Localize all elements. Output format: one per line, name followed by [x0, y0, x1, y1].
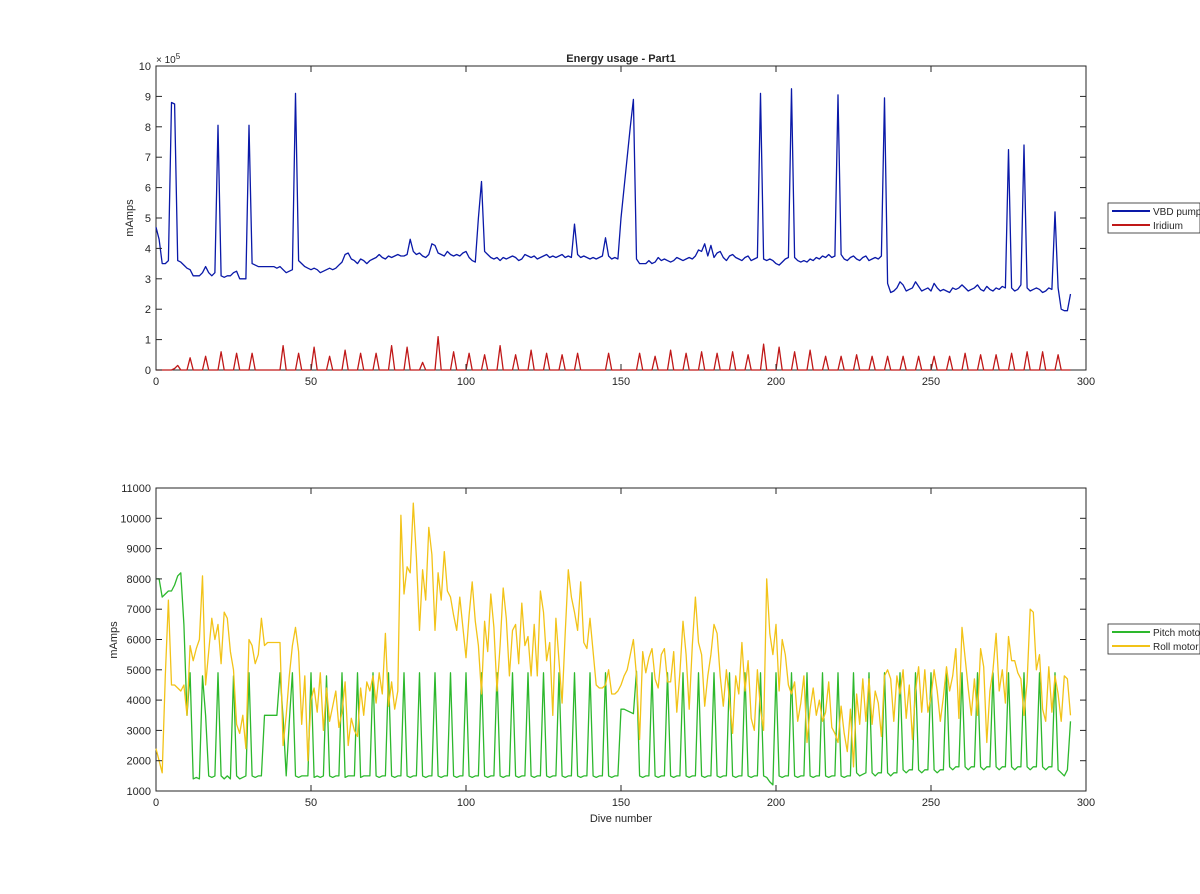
bottom-y-axis-label: mAmps — [108, 621, 120, 659]
top-y-axis-label: mAmps — [124, 199, 136, 237]
bottom-series-group — [155, 502, 1072, 786]
top-series-group — [155, 88, 1072, 371]
legend-label-roll-motor: Roll motor — [1153, 642, 1199, 653]
bottom-y-tick-label: 3000 — [127, 725, 151, 737]
legend-label-pitch-motor: Pitch motor — [1153, 628, 1200, 639]
bottom-x-tick-label: 150 — [612, 797, 630, 809]
top-y-tick-label: 3 — [145, 274, 151, 286]
legend-label-iridium: Iridium — [1153, 221, 1183, 232]
top-y-tick-label: 8 — [145, 122, 151, 134]
bottom-legend-box — [1107, 623, 1200, 655]
top-x-tick-label: 250 — [922, 376, 940, 388]
top-y-tick-label: 5 — [145, 213, 151, 225]
bottom-x-ticks: 0 50 100 150 200 250 300 — [153, 488, 1095, 809]
energy-usage-top-axes: 0 50 100 150 200 250 300 0 1 2 3 4 5 6 7 8 9 10 Energy u… — [124, 52, 1200, 388]
top-y-tick-label: 4 — [145, 243, 151, 255]
top-y-tick-label: 7 — [145, 152, 151, 164]
bottom-y-tick-label: 7000 — [127, 604, 151, 616]
top-y-tick-label: 9 — [145, 91, 151, 103]
top-x-tick-label: 300 — [1077, 376, 1095, 388]
top-y-multiplier: × 105 — [156, 52, 181, 66]
top-y-tick-label: 1 — [145, 335, 151, 347]
bottom-y-tick-label: 2000 — [127, 756, 151, 768]
top-legend: VBD pump Iridium — [1107, 202, 1200, 234]
bottom-x-axis-label: Dive number — [590, 813, 653, 825]
bottom-y-tick-label: 1000 — [127, 786, 151, 798]
bottom-x-tick-label: 100 — [457, 797, 475, 809]
top-x-ticks: 0 50 100 150 200 250 300 — [153, 66, 1095, 388]
bottom-axes-frame — [155, 487, 1087, 792]
bottom-x-tick-label: 0 — [153, 797, 159, 809]
bottom-y-tick-label: 4000 — [127, 695, 151, 707]
top-y-multiplier-base: × 10 — [156, 55, 176, 66]
top-x-tick-label: 0 — [153, 376, 159, 388]
top-x-tick-label: 200 — [767, 376, 785, 388]
legend-label-vbd-pump: VBD pump — [1153, 207, 1200, 218]
bottom-x-tick-label: 300 — [1077, 797, 1095, 809]
motor-current-bottom-axes: 0 50 100 150 200 250 300 1000 2000 3000 4000 5000 6… — [108, 483, 1200, 825]
bottom-x-tick-label: 200 — [767, 797, 785, 809]
bottom-x-tick-label: 50 — [305, 797, 317, 809]
bottom-y-tick-label: 5000 — [127, 665, 151, 677]
bottom-legend: Pitch motor Roll motor — [1107, 623, 1200, 655]
bottom-y-ticks: 1000 2000 3000 4000 5000 6000 7000 8000 9000 1000… — [120, 483, 1086, 798]
top-y-tick-label: 6 — [145, 183, 151, 195]
top-y-tick-label: 0 — [145, 365, 151, 377]
top-y-ticks: 0 1 2 3 4 5 6 7 8 9 10 — [139, 61, 1086, 377]
top-series-line-vbd-pump — [155, 88, 1072, 312]
bottom-y-tick-label: 10000 — [120, 513, 151, 525]
bottom-y-tick-label: 11000 — [121, 483, 151, 495]
top-y-multiplier-exponent: 5 — [176, 52, 181, 61]
top-x-tick-label: 150 — [612, 376, 630, 388]
bottom-y-tick-label: 8000 — [127, 574, 151, 586]
top-y-tick-label: 10 — [139, 61, 151, 73]
bottom-x-tick-label: 250 — [922, 797, 940, 809]
top-series-line-iridium — [156, 335, 1071, 371]
top-x-tick-label: 100 — [457, 376, 475, 388]
top-chart-title: Energy usage - Part1 — [566, 53, 675, 65]
bottom-y-tick-label: 6000 — [127, 635, 151, 647]
top-x-tick-label: 50 — [305, 376, 317, 388]
bottom-y-tick-label: 9000 — [127, 544, 151, 556]
bottom-series-line-roll-motor — [155, 502, 1072, 774]
top-legend-box — [1107, 202, 1200, 234]
top-y-tick-label: 2 — [145, 304, 151, 316]
